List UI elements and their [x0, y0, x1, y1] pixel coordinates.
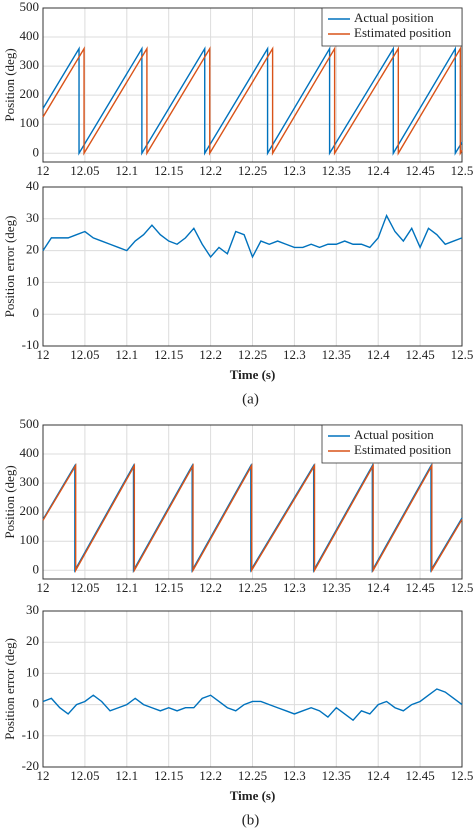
plot-frame: [42, 7, 463, 163]
x-tick-label: 12.25: [238, 347, 267, 362]
y-tick-label: -20: [22, 758, 39, 773]
x-tick-label: 12.35: [322, 163, 351, 178]
x-tick-label: 12.1: [115, 163, 138, 178]
caption: (a): [242, 391, 259, 407]
x-tick-label: 12.5: [451, 347, 474, 362]
data-line: [42, 213, 463, 259]
y-tick-label: 30: [26, 602, 39, 617]
caption: (b): [242, 812, 260, 828]
y-tick-label: 10: [26, 664, 39, 679]
x-axis-label: Time (s): [230, 788, 276, 803]
x-tick-label: 12.05: [70, 580, 99, 595]
x-tick-label: 12: [37, 580, 50, 595]
y-tick-label: 30: [26, 210, 39, 225]
x-tick-label: 12.2: [199, 768, 222, 783]
x-tick-label: 12.25: [238, 163, 267, 178]
y-axis-label: Position (deg): [2, 48, 17, 121]
y-tick-label: 10: [26, 273, 39, 288]
y-tick-label: -10: [22, 337, 39, 352]
y-tick-label: -10: [22, 727, 39, 742]
x-tick-label: 12.25: [238, 768, 267, 783]
y-tick-label: 500: [20, 0, 40, 14]
y-tick-label: 400: [20, 445, 40, 460]
x-tick-label: 12.5: [451, 768, 474, 783]
x-tick-label: 12.15: [154, 347, 183, 362]
x-tick-label: 12.1: [115, 768, 138, 783]
y-tick-label: 0: [33, 144, 40, 159]
x-tick-label: 12.4: [367, 347, 390, 362]
data-line: [42, 46, 463, 156]
legend-label: Actual position: [354, 10, 434, 25]
y-tick-label: 100: [20, 532, 40, 547]
x-tick-label: 12.45: [405, 163, 434, 178]
x-tick-label: 12.05: [70, 347, 99, 362]
plot-frame: [42, 186, 463, 347]
x-tick-label: 12.4: [367, 580, 390, 595]
x-tick-label: 12.45: [405, 768, 434, 783]
legend-label: Estimated position: [354, 442, 452, 457]
x-tick-label: 12.1: [115, 580, 138, 595]
x-tick-label: 12.3: [283, 163, 306, 178]
x-tick-label: 12.05: [70, 768, 99, 783]
data-line: [42, 688, 463, 722]
x-tick-label: 12.15: [154, 768, 183, 783]
y-tick-label: 0: [33, 561, 40, 576]
x-tick-label: 12: [37, 347, 50, 362]
x-tick-label: 12.3: [283, 580, 306, 595]
y-tick-label: 20: [26, 633, 39, 648]
x-tick-label: 12.05: [70, 163, 99, 178]
x-tick-label: 12.25: [238, 580, 267, 595]
data-line: [42, 463, 463, 573]
x-tick-label: 12.45: [405, 580, 434, 595]
legend-label: Actual position: [354, 427, 434, 442]
y-tick-label: 0: [33, 696, 40, 711]
y-tick-label: 40: [26, 178, 39, 193]
x-tick-label: 12.35: [322, 768, 351, 783]
plot-frame: [42, 610, 463, 768]
y-tick-label: 20: [26, 242, 39, 257]
x-tick-label: 12.5: [451, 163, 474, 178]
x-tick-label: 12.2: [199, 580, 222, 595]
legend-box: [321, 424, 463, 464]
data-line: [42, 463, 463, 573]
y-tick-label: 300: [20, 474, 40, 489]
x-tick-label: 12.35: [322, 347, 351, 362]
x-tick-label: 12.3: [283, 347, 306, 362]
legend-box: [321, 7, 463, 47]
x-axis-label: Time (s): [230, 367, 276, 382]
x-tick-label: 12.45: [405, 347, 434, 362]
y-axis-label: Position (deg): [2, 465, 17, 538]
y-axis-label: Position error (deg): [2, 638, 17, 740]
data-line: [42, 46, 463, 156]
x-tick-label: 12.1: [115, 347, 138, 362]
y-tick-label: 400: [20, 28, 40, 43]
x-tick-label: 12.15: [154, 163, 183, 178]
x-tick-label: 12: [37, 768, 50, 783]
y-tick-label: 500: [20, 416, 40, 431]
x-tick-label: 12: [37, 163, 50, 178]
y-axis-label: Position error (deg): [2, 216, 17, 318]
y-tick-label: 100: [20, 115, 40, 130]
x-tick-label: 12.3: [283, 768, 306, 783]
x-tick-label: 12.15: [154, 580, 183, 595]
y-tick-label: 300: [20, 57, 40, 72]
x-tick-label: 12.4: [367, 768, 390, 783]
x-tick-label: 12.5: [451, 580, 474, 595]
legend-label: Estimated position: [354, 25, 452, 40]
y-tick-label: 0: [33, 305, 40, 320]
x-tick-label: 12.35: [322, 580, 351, 595]
plot-frame: [42, 424, 463, 580]
y-tick-label: 200: [20, 503, 40, 518]
y-tick-label: 200: [20, 86, 40, 101]
x-tick-label: 12.2: [199, 163, 222, 178]
x-tick-label: 12.4: [367, 163, 390, 178]
x-tick-label: 12.2: [199, 347, 222, 362]
